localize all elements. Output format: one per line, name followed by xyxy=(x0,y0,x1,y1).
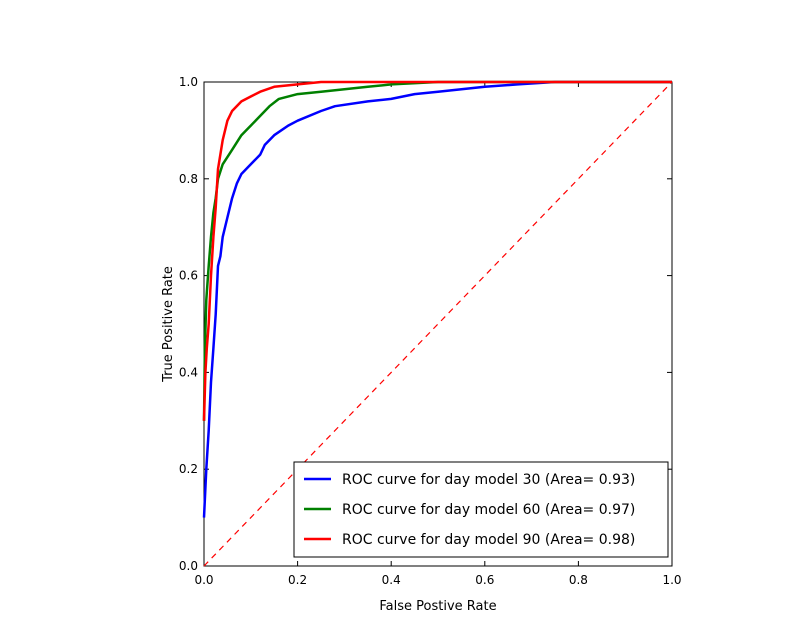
y-axis-label: True Positive Rate xyxy=(161,266,176,383)
x-tick-label: 0.2 xyxy=(288,573,307,587)
axis-ticks: 0.0 0.2 0.4 0.6 0.8 1.0 0.0 0.2 0.4 0.6 0.8 1.0 xyxy=(179,75,682,587)
series-lines xyxy=(202,80,673,567)
x-tick-label: 0.6 xyxy=(475,573,494,587)
y-tick-label: 0.0 xyxy=(179,559,198,573)
legend: ROC curve for day model 30 (Area= 0.93) … xyxy=(293,461,669,558)
legend-entry-series-1: ROC curve for day model 60 (Area= 0.97) xyxy=(342,502,635,518)
x-tick-label: 1.0 xyxy=(662,573,681,587)
x-tick-label: 0.0 xyxy=(194,573,213,587)
legend-box xyxy=(293,461,669,558)
series-line-2 xyxy=(202,80,672,421)
y-tick-label: 0.2 xyxy=(179,462,198,476)
legend-entry-series-2: ROC curve for day model 90 (Area= 0.98) xyxy=(342,532,635,548)
plot-area: 0.0 0.2 0.4 0.6 0.8 1.0 0.0 0.2 0.4 0.6 0.8 1.0 xyxy=(179,75,682,587)
y-tick-label: 0.4 xyxy=(179,365,198,379)
series-line-0 xyxy=(202,80,672,518)
y-tick-label: 0.8 xyxy=(179,172,198,186)
x-axis-label: False Postive Rate xyxy=(379,599,496,614)
y-tick-label: 0.6 xyxy=(179,269,198,283)
chance-diagonal-line xyxy=(203,81,673,567)
legend-entry-series-0: ROC curve for day model 30 (Area= 0.93) xyxy=(342,472,635,488)
x-tick-label: 0.8 xyxy=(569,573,588,587)
x-tick-label: 0.4 xyxy=(382,573,401,587)
series-line-1 xyxy=(202,80,672,421)
y-tick-label: 1.0 xyxy=(179,75,198,89)
